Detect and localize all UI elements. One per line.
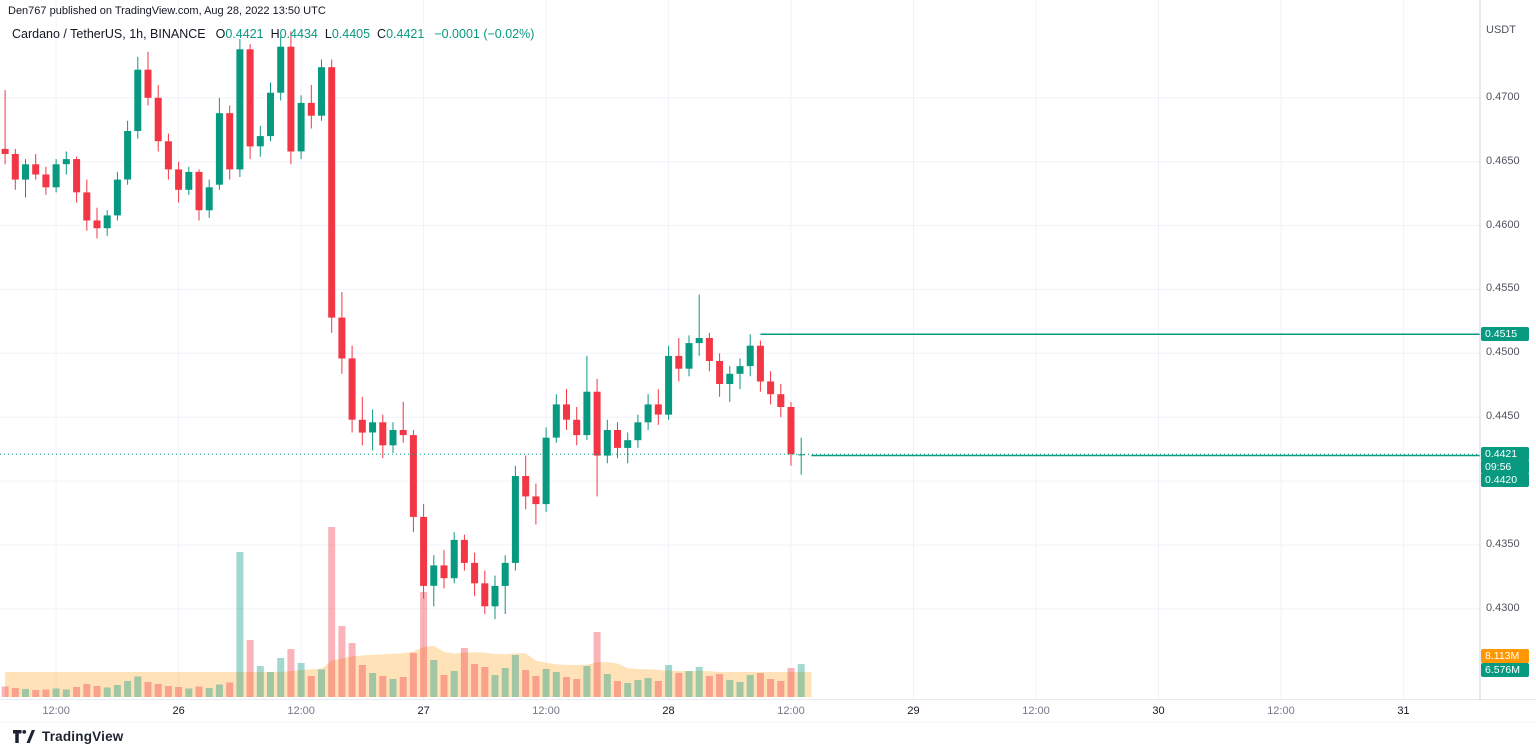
ohlc-low: L0.4405	[324, 27, 371, 41]
symbol-title[interactable]: Cardano / TetherUS, 1h, BINANCE	[12, 27, 206, 41]
time-axis[interactable]: 12:00 26 12:00 27 12:00 28 12:00 29 12:00 30 12:00…	[0, 700, 1536, 722]
currency-label: USDT	[1486, 24, 1516, 36]
time-tick-label: 28	[662, 705, 675, 717]
ray-price-flag[interactable]: 0.4515	[1481, 327, 1529, 342]
tradingview-brand[interactable]: TradingView	[42, 729, 124, 744]
countdown-flag: 09:56	[1481, 460, 1529, 475]
time-tick-label: 29	[907, 705, 920, 717]
price-change: −0.0001 (−0.02%)	[434, 27, 535, 41]
price-tick-label: 0.4300	[1486, 601, 1520, 614]
publish-watermark: Den767 published on TradingView.com, Aug…	[8, 5, 326, 17]
ohlc-open: O0.4421	[215, 27, 264, 41]
last-price-flag: 0.4421	[1481, 447, 1529, 462]
price-tick-label: 0.4550	[1486, 282, 1520, 295]
price-tick-label: 0.4350	[1486, 537, 1520, 550]
ohlc-close: C0.4421	[377, 27, 425, 41]
time-tick-label: 12:00	[1022, 705, 1050, 717]
chart-legend[interactable]: Cardano / TetherUS, 1h, BINANCE O0.4421 H0…	[12, 27, 534, 41]
time-tick-label: 12:00	[1267, 705, 1295, 717]
price-tick-label: 0.4600	[1486, 218, 1520, 231]
volume-flag: 6.576M	[1481, 663, 1529, 678]
time-tick-label: 12:00	[532, 705, 560, 717]
time-tick-label: 12:00	[287, 705, 315, 717]
time-tick-label: 12:00	[777, 705, 805, 717]
price-tick-label: 0.4450	[1486, 410, 1520, 423]
price-tick-label: 0.4700	[1486, 90, 1520, 103]
price-axis[interactable]: USDT 0.4700 0.4650 0.4600 0.4550 0.4500 0.445…	[1480, 0, 1536, 700]
price-tick-label: 0.4650	[1486, 154, 1520, 167]
ohlc-high: H0.4434	[270, 27, 318, 41]
price-tick-label: 0.4500	[1486, 346, 1520, 359]
time-tick-label: 12:00	[42, 705, 70, 717]
volume-ma-flag: 8.113M	[1481, 649, 1529, 664]
time-tick-label: 31	[1397, 705, 1410, 717]
time-tick-label: 26	[172, 705, 185, 717]
ray-price-flag[interactable]: 0.4420	[1481, 473, 1529, 488]
tradingview-logo-icon[interactable]	[13, 730, 35, 743]
footer-bar: TradingView	[0, 723, 1536, 750]
time-tick-label: 27	[417, 705, 430, 717]
time-tick-label: 30	[1152, 705, 1165, 717]
